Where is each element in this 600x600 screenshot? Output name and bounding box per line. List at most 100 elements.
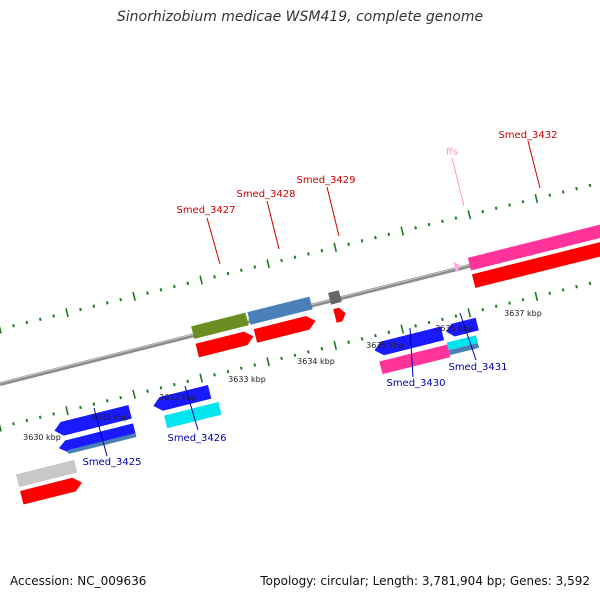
label-ffs[interactable]: ffs xyxy=(446,147,458,158)
minor-tick xyxy=(173,382,176,387)
minor-tick xyxy=(360,337,364,341)
minor-tick xyxy=(25,320,29,325)
minor-tick xyxy=(374,333,377,338)
major-tick xyxy=(333,242,338,252)
minor-tick xyxy=(561,190,565,194)
major-tick xyxy=(266,259,270,269)
kbp-label-3635: 3635 kbp xyxy=(366,341,404,350)
minor-tick xyxy=(347,242,350,246)
minor-tick xyxy=(146,389,149,393)
minor-tick xyxy=(320,248,324,253)
minor-tick xyxy=(240,268,243,272)
feature-gray-left[interactable] xyxy=(15,459,78,488)
minor-tick xyxy=(159,288,163,292)
leader-smed-3425 xyxy=(93,407,108,457)
rna-ffs[interactable] xyxy=(453,260,462,274)
label-smed-3427[interactable]: Smed_3427 xyxy=(176,205,235,216)
minor-tick xyxy=(226,271,230,276)
label-smed-3429[interactable]: Smed_3429 xyxy=(296,175,355,186)
minor-tick xyxy=(79,307,82,312)
minor-tick xyxy=(521,298,525,302)
label-smed-3425[interactable]: Smed_3425 xyxy=(82,457,141,468)
gene-smed-3428[interactable] xyxy=(247,296,313,325)
kbp-label-3631: 3631 kbp xyxy=(91,413,129,422)
gene-smed-3430[interactable] xyxy=(373,326,445,358)
cds-smed-3426[interactable] xyxy=(164,401,222,429)
leader-smed-3428 xyxy=(266,200,280,250)
minor-tick xyxy=(52,314,55,318)
leader-ffs xyxy=(451,157,465,207)
label-smed-3426[interactable]: Smed_3426 xyxy=(167,433,226,444)
major-tick xyxy=(0,423,2,432)
cds-smed-3430[interactable] xyxy=(379,344,451,375)
gene-smed-3425[interactable] xyxy=(53,404,132,438)
minor-tick xyxy=(307,252,310,256)
minor-tick xyxy=(38,317,42,321)
minor-tick xyxy=(441,317,444,322)
cds-smed-3425[interactable] xyxy=(57,423,136,454)
major-tick xyxy=(467,210,472,220)
label-smed-3428[interactable]: Smed_3428 xyxy=(236,189,295,200)
label-smed-3431[interactable]: Smed_3431 xyxy=(448,362,507,373)
minor-tick xyxy=(481,307,485,312)
minor-tick xyxy=(548,291,552,295)
cds-smed-3431[interactable] xyxy=(446,335,478,351)
minor-tick xyxy=(575,284,578,289)
minor-tick xyxy=(588,281,592,286)
leader-smed-3426 xyxy=(184,385,199,431)
minor-tick xyxy=(119,395,122,400)
cds-smed-3428[interactable] xyxy=(253,314,318,343)
kbp-label-3632: 3632 kbp xyxy=(159,393,197,402)
leader-smed-3427 xyxy=(206,217,221,265)
cds-smed-3429[interactable] xyxy=(333,306,347,323)
minor-tick xyxy=(253,265,257,269)
label-smed-3432[interactable]: Smed_3432 xyxy=(498,130,557,141)
minor-tick xyxy=(253,363,257,367)
major-tick xyxy=(266,357,270,367)
minor-tick xyxy=(494,304,498,308)
major-tick xyxy=(132,389,136,399)
topology-summary: Topology: circular; Length: 3,781,904 bp… xyxy=(260,574,590,588)
minor-tick xyxy=(494,206,498,210)
leader-smed-3431 xyxy=(459,312,477,361)
major-tick xyxy=(0,325,2,334)
minor-tick xyxy=(360,239,364,243)
minor-tick xyxy=(186,379,190,384)
cds-smed-3432[interactable] xyxy=(471,235,600,288)
minor-tick xyxy=(454,314,458,318)
major-tick xyxy=(199,373,203,383)
minor-tick xyxy=(213,373,216,377)
cds-red-left[interactable] xyxy=(20,476,84,505)
minor-tick xyxy=(159,386,163,390)
major-tick xyxy=(199,275,203,285)
gene-smed-3432[interactable] xyxy=(467,218,600,271)
minor-tick xyxy=(280,258,283,263)
minor-tick xyxy=(320,346,324,351)
minor-tick xyxy=(25,418,29,423)
minor-tick xyxy=(508,301,511,305)
minor-tick xyxy=(521,200,525,204)
minor-tick xyxy=(226,369,230,374)
minor-tick xyxy=(454,216,458,220)
major-tick xyxy=(333,340,338,350)
gene-smed-3431[interactable] xyxy=(445,317,479,338)
minor-tick xyxy=(427,320,431,325)
accession-text: Accession: NC_009636 xyxy=(10,574,147,588)
gene-smed-3427[interactable] xyxy=(191,312,249,339)
minor-tick xyxy=(387,330,391,335)
label-smed-3430[interactable]: Smed_3430 xyxy=(386,378,445,389)
gene-smed-3429[interactable] xyxy=(328,290,342,305)
minor-tick xyxy=(508,203,511,207)
minor-tick xyxy=(79,405,82,410)
minor-tick xyxy=(387,232,391,237)
cds-smed-3427[interactable] xyxy=(195,330,256,358)
kbp-label-3634: 3634 kbp xyxy=(297,357,335,366)
minor-tick xyxy=(92,402,96,406)
minor-tick xyxy=(280,356,283,361)
gene-smed-3426[interactable] xyxy=(152,384,212,413)
minor-tick xyxy=(575,186,578,191)
minor-tick xyxy=(293,353,297,357)
major-tick xyxy=(65,406,69,416)
cds-smed-3425-b[interactable] xyxy=(67,433,137,455)
minor-tick xyxy=(52,412,55,416)
